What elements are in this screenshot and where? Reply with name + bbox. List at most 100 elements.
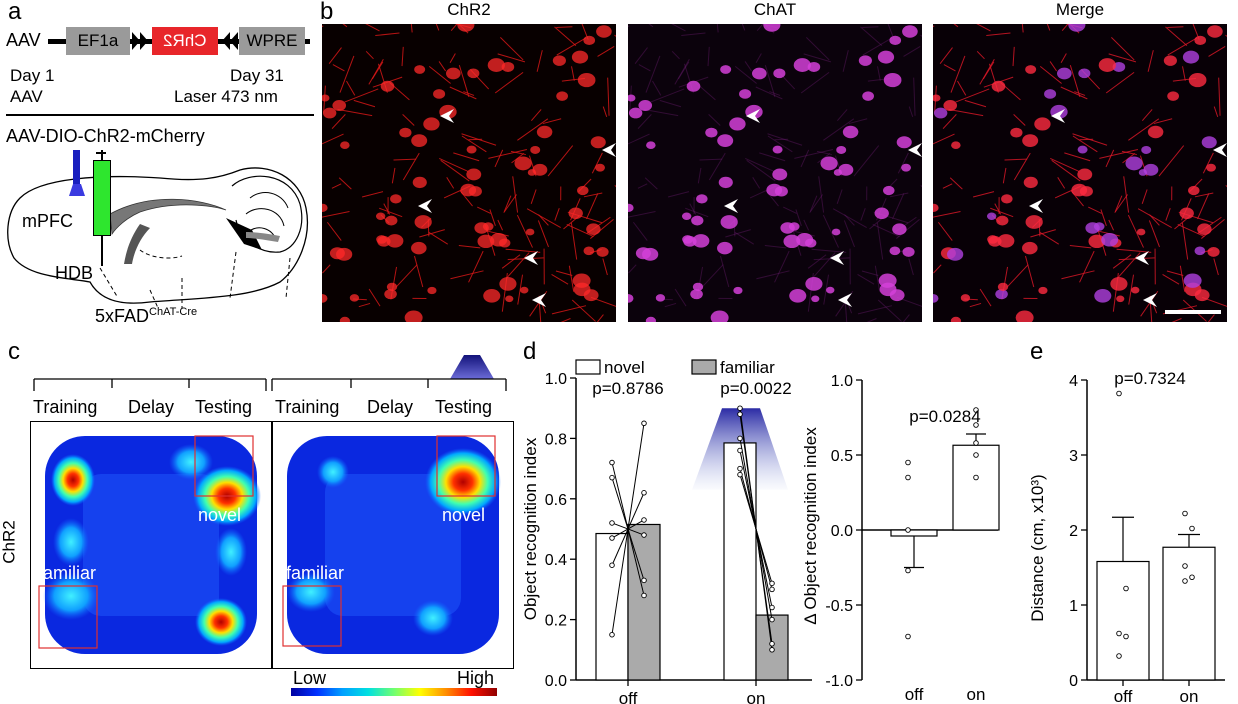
y-tick-label: 1 — [1069, 598, 1078, 615]
merge-fiber — [1012, 46, 1015, 67]
merge-cell — [1167, 91, 1179, 101]
chat-cell — [877, 50, 895, 64]
chr2-fiber — [450, 270, 484, 280]
merge-cell — [1143, 163, 1159, 176]
chr2-cell — [583, 35, 596, 46]
bar-off — [890, 529, 938, 537]
chat-fiber — [877, 299, 902, 322]
chat-fiber — [638, 64, 651, 72]
chr2-fiber — [449, 53, 456, 63]
chat-fiber — [685, 207, 709, 218]
chat-fiber — [664, 302, 677, 308]
chr2-cell — [552, 55, 566, 66]
chat-fiber — [800, 71, 830, 94]
arrowhead-icon — [830, 251, 844, 265]
chr2-cell — [482, 222, 494, 231]
chat-fiber — [836, 109, 848, 121]
loxp-sites-left — [132, 32, 148, 50]
merge-fiber — [1137, 208, 1172, 228]
off-hotspot — [169, 444, 213, 480]
legend-novel-swatch — [575, 359, 601, 375]
merge-fiber — [933, 211, 961, 218]
chr2-fiber — [326, 221, 342, 241]
chr2-cell — [336, 247, 353, 261]
construct-aav-label: AAV — [6, 30, 41, 50]
chr2-fiber — [344, 88, 379, 103]
chr2-fiber — [602, 258, 608, 276]
chat-cell — [820, 156, 838, 171]
chr2-cell — [376, 235, 388, 244]
arrowhead-icon — [1213, 143, 1227, 157]
chat-fiber — [848, 118, 868, 125]
merge-fiber — [1060, 53, 1067, 63]
chat-cell — [772, 168, 788, 181]
off-hotspot — [195, 598, 247, 646]
chr2-fiber — [322, 211, 350, 218]
data-point — [641, 532, 647, 538]
data-point — [737, 411, 743, 417]
y-tick-label: 1.0 — [545, 371, 567, 388]
chat-fiber — [844, 303, 848, 322]
chat-cell — [646, 141, 656, 150]
chr2-fiber — [453, 152, 480, 162]
chat-fiber — [818, 176, 825, 213]
on-hotspot — [317, 456, 349, 488]
chr2-fiber — [438, 61, 447, 72]
merge-fiber — [1171, 318, 1182, 322]
x-tick-label: off — [619, 689, 638, 704]
merge-cell — [997, 282, 1009, 292]
merge-fiber — [1158, 145, 1185, 177]
chat-fiber — [903, 45, 921, 57]
merge-cell — [1138, 169, 1148, 176]
merge-fiber — [942, 114, 957, 129]
merge-fiber — [1149, 214, 1160, 226]
chr2-fiber — [556, 37, 587, 56]
title-merge: Merge — [1055, 0, 1105, 19]
chat-cell — [705, 127, 718, 138]
chr2-fiber — [458, 65, 470, 98]
chr2-fiber — [538, 303, 542, 322]
chr2-cell — [577, 72, 596, 88]
merge-fiber — [1153, 118, 1173, 125]
merge-cell — [1015, 310, 1034, 322]
merge-cell — [943, 100, 958, 111]
chat-fiber — [756, 270, 790, 280]
chat-fiber — [643, 108, 679, 117]
arrowhead-icon — [724, 199, 738, 213]
chat-fiber — [681, 32, 706, 37]
merge-fiber — [964, 99, 987, 108]
chat-fiber — [632, 221, 648, 241]
data-point — [973, 440, 979, 446]
chr2-cell — [532, 163, 548, 176]
chr2-fiber — [503, 194, 517, 213]
chat-fiber — [774, 250, 790, 283]
merge-fiber — [1112, 254, 1132, 269]
arrowhead-icon — [532, 293, 546, 307]
on-hotspot — [413, 600, 453, 636]
data-point — [1189, 525, 1195, 532]
merge-fiber — [1218, 77, 1221, 116]
chr2-cell — [399, 127, 412, 138]
micrograph-chat — [628, 24, 922, 322]
chr2-fiber — [458, 244, 481, 249]
merge-fiber — [1165, 208, 1171, 221]
chat-cell — [889, 246, 901, 256]
p-value: p=0.0284 — [909, 407, 980, 426]
merge-fiber — [1061, 270, 1095, 280]
merge-cell — [1025, 215, 1043, 229]
data-point — [973, 407, 979, 413]
chr2-cell — [384, 289, 397, 300]
merge-fiber — [1162, 273, 1180, 285]
chr2-fiber — [551, 305, 587, 315]
colorbar-low-label: Low — [293, 668, 327, 688]
chr2-fiber — [461, 133, 497, 146]
chat-cell — [793, 58, 811, 72]
chr2-fiber — [477, 206, 491, 214]
chr2-fiber — [505, 248, 541, 253]
arrowhead-icon — [1143, 293, 1157, 307]
chat-cell — [692, 282, 704, 292]
chr2-cell — [390, 194, 402, 204]
merge-cell — [995, 289, 1008, 300]
chr2-fiber — [365, 24, 380, 32]
data-point — [737, 447, 743, 454]
